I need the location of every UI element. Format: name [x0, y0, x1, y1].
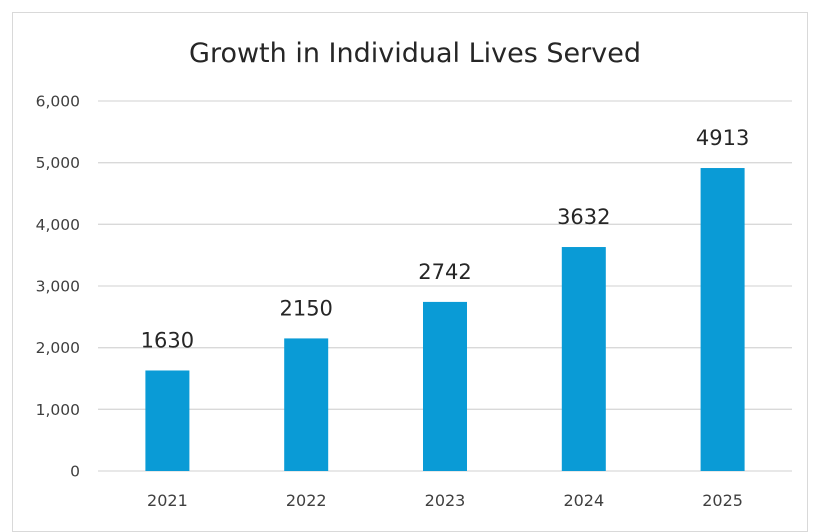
bar-2024 — [561, 247, 606, 471]
y-axis-ticks: 0 1,000 2,000 3,000 4,000 5,000 6,000 — [36, 93, 80, 481]
bar-2021 — [145, 370, 190, 471]
x-tick-label: 2025 — [702, 491, 743, 510]
data-label-2022: 2150 — [279, 296, 332, 320]
y-tick-label: 4,000 — [36, 216, 80, 234]
data-label-2023: 2742 — [418, 260, 471, 284]
y-tick-label: 2,000 — [36, 339, 80, 357]
bar-2022 — [284, 338, 329, 471]
x-tick-label: 2023 — [425, 491, 466, 510]
y-tick-label: 6,000 — [36, 93, 80, 111]
x-axis-ticks: 2021 2022 2023 2024 2025 — [147, 491, 743, 510]
chart-frame — [12, 12, 808, 532]
data-label-2021: 1630 — [141, 328, 194, 352]
y-tick-label: 1,000 — [36, 401, 80, 419]
data-label-2024: 3632 — [557, 205, 610, 229]
x-tick-label: 2022 — [286, 491, 327, 510]
data-label-2025: 4913 — [696, 126, 749, 150]
bar-2025 — [700, 168, 745, 471]
x-tick-label: 2024 — [563, 491, 604, 510]
bars — [145, 168, 745, 471]
y-tick-label: 0 — [70, 463, 80, 481]
gridlines — [98, 100, 792, 472]
data-labels: 1630 2150 2742 3632 4913 — [141, 126, 750, 352]
y-tick-label: 3,000 — [36, 278, 80, 296]
y-tick-label: 5,000 — [36, 154, 80, 172]
chart-title: Growth in Individual Lives Served — [189, 38, 641, 69]
bar-chart: Growth in Individual Lives Served 0 1,000… — [36, 38, 792, 510]
bar-2023 — [423, 301, 467, 471]
x-tick-label: 2021 — [147, 491, 188, 510]
